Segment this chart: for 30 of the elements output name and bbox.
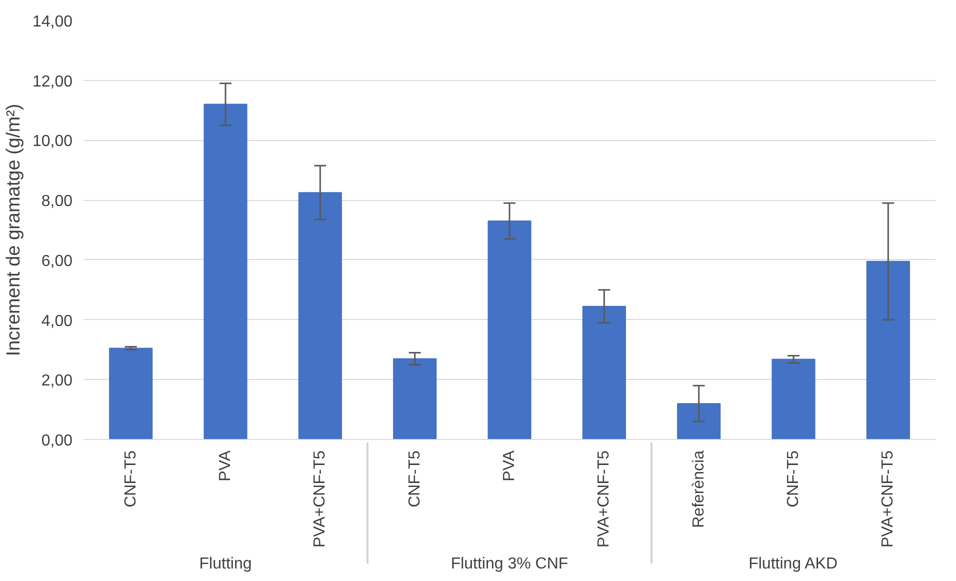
x-tick-label: CNF-T5	[785, 450, 802, 508]
y-axis-title: Increment de gramatge (g/m²)	[3, 104, 24, 356]
bar	[298, 192, 342, 440]
x-tick-label: PVA+CNF-T5	[596, 450, 613, 548]
x-tick-label: PVA	[501, 450, 518, 482]
x-tick-label: PVA+CNF-T5	[312, 450, 329, 548]
bar	[866, 260, 910, 440]
bar	[109, 348, 153, 440]
y-tick-label: 2,00	[41, 372, 73, 390]
y-tick-label: 4,00	[41, 312, 73, 330]
y-tick-label: 12,00	[32, 73, 73, 90]
x-tick-label: CNF-T5	[406, 450, 424, 508]
x-tick-label: Referència	[690, 450, 708, 528]
bar	[393, 358, 437, 440]
bar	[488, 220, 532, 440]
bar	[582, 306, 626, 440]
y-tick-label: 14,00	[32, 14, 73, 30]
y-tick-label: 0,00	[41, 432, 73, 450]
x-tick-label: PVA	[217, 450, 234, 482]
bar	[772, 358, 816, 440]
x-tick-label: CNF-T5	[122, 450, 140, 508]
y-tick-label: 8,00	[41, 193, 73, 210]
text: Flutting AKD	[748, 556, 838, 573]
text: Flutting 3% CNF	[450, 556, 568, 573]
x-tick-label: PVA+CNF-T5	[880, 450, 897, 548]
y-tick-label: 6,00	[41, 252, 73, 270]
bar	[677, 403, 721, 440]
y-tick-label: 10,00	[32, 133, 73, 150]
text: Flutting	[199, 556, 252, 573]
bar	[204, 104, 248, 440]
